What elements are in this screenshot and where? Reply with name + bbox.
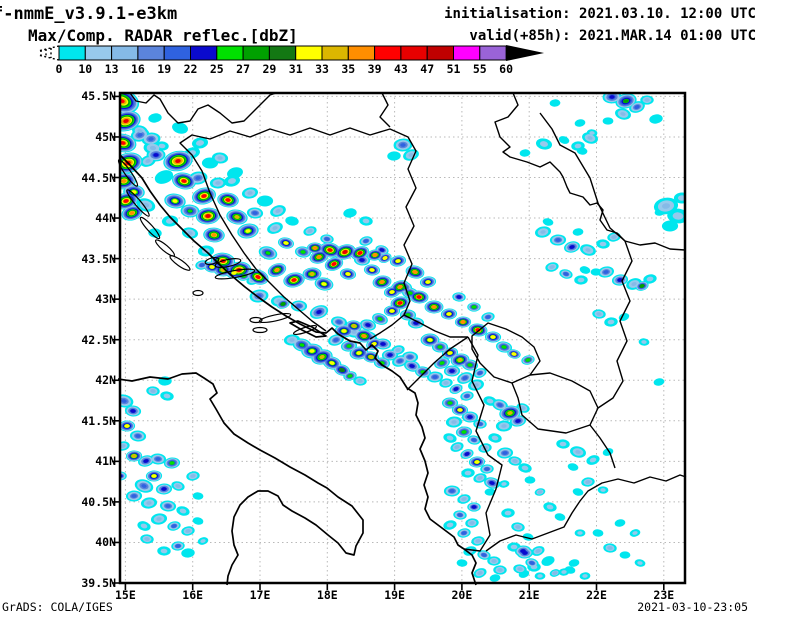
colorbar-tick-label: 0 — [56, 62, 63, 76]
colorbar-below-min-arrow — [37, 45, 60, 61]
map-plot — [112, 91, 687, 590]
island-outline — [169, 255, 191, 271]
grads-credit: GrADS: COLA/IGES — [2, 600, 113, 614]
country-border-path — [406, 336, 469, 391]
colorbar-tick-label: 35 — [341, 62, 355, 76]
island-outline — [139, 216, 161, 240]
lon-axis-label: 17E — [249, 588, 271, 602]
country-border-path — [471, 322, 541, 384]
colorbar-tick-label: 16 — [131, 62, 145, 76]
coastline-path — [117, 372, 364, 586]
axis-ticks — [112, 95, 665, 590]
colorbar-tick-labels: 0 10 13 16 19 22 25 27 29 31 33 35 39 43 47 51 55 60 — [56, 62, 514, 76]
island-outline — [214, 258, 242, 268]
lon-axis-label: 19E — [384, 588, 405, 602]
colorbar-segments — [58, 45, 507, 61]
island-outline — [155, 239, 175, 257]
lon-axis-label: 22E — [586, 588, 607, 602]
lat-axis-label: 43N — [95, 292, 116, 307]
lat-axis-label: 43.5N — [81, 251, 116, 266]
lat-axis-label: 42N — [95, 373, 116, 388]
country-border-path — [129, 92, 277, 124]
lat-axis-label: 41N — [95, 454, 116, 469]
colorbar-tick-label: 33 — [315, 62, 329, 76]
colorbar-tick-label: 19 — [157, 62, 171, 76]
colorbar-tick-label: 39 — [368, 62, 382, 76]
lat-axis-label: 45.5N — [81, 89, 116, 104]
colorbar-tick-label: 43 — [394, 62, 408, 76]
colorbar-tick-label: 51 — [447, 62, 461, 76]
country-border-path — [589, 424, 616, 469]
island-outline — [252, 326, 268, 334]
country-border-path — [511, 372, 599, 434]
colorbar-tick-label: 25 — [210, 62, 224, 76]
country-border-path — [485, 474, 687, 552]
colorbar-tick-label: 13 — [105, 62, 119, 76]
colorbar-tick-label: 22 — [184, 62, 198, 76]
country-border-path — [369, 314, 405, 340]
island-outline — [258, 312, 292, 324]
lat-axis-label: 44.5N — [81, 170, 116, 185]
lon-axis-label: 15E — [115, 588, 136, 602]
island-outline — [192, 289, 204, 297]
country-border-path — [539, 112, 626, 242]
geography-layer — [117, 92, 687, 586]
colorbar-tick-label: 29 — [262, 62, 276, 76]
map-frame — [118, 91, 687, 585]
island-outline — [214, 268, 256, 280]
coastline-path — [119, 154, 477, 586]
product-title: Max/Comp. RADAR reflec.[dbZ] — [28, 26, 298, 45]
country-border-path — [597, 240, 633, 409]
model-title: f-nmmE_v3.9.1-e3km — [0, 4, 178, 24]
lon-axis-label: 16E — [182, 588, 204, 602]
radar-cells-layer — [120, 93, 685, 582]
lat-axis-label: 42.5N — [81, 332, 116, 347]
island-outline — [249, 316, 263, 324]
lon-axis-label: 20E — [451, 588, 473, 602]
colorbar-tick-label: 55 — [473, 62, 487, 76]
creation-timestamp: 2021-03-10-23:05 — [637, 600, 748, 614]
colorbar-tick-label: 27 — [236, 62, 250, 76]
init-time-label: initialisation: 2021.03.10. 12:00 UTC — [444, 6, 756, 22]
country-border-path — [179, 127, 417, 332]
lon-axis-label: 18E — [316, 588, 338, 602]
lon-axis-label: 21E — [518, 588, 540, 602]
lat-axis-label: 44N — [95, 211, 116, 226]
colorbar-above-max-arrow — [506, 45, 545, 61]
country-border-path — [403, 314, 468, 338]
island-outline — [204, 256, 220, 266]
coastline-path — [289, 320, 327, 338]
colorbar: 0 10 13 16 19 22 25 27 29 31 33 35 39 43 47 51 55 60 — [37, 45, 545, 76]
colorbar-tick-label: 47 — [420, 62, 434, 76]
lat-axis-label: 40.5N — [81, 494, 116, 509]
colorbar-tick-label: 10 — [78, 62, 92, 76]
country-border-path — [463, 336, 503, 552]
lat-axis-label: 41.5N — [81, 413, 116, 428]
lat-axis-label: 45N — [95, 129, 116, 144]
valid-time-label: valid(+85h): 2021.MAR.14 01:00 UTC — [469, 28, 756, 44]
colorbar-tick-label: 60 — [499, 62, 513, 76]
lat-axis-label: 39.5N — [81, 576, 116, 590]
colorbar-tick-label: 31 — [289, 62, 303, 76]
country-border-path — [379, 92, 391, 128]
lon-axis-label: 23E — [653, 588, 675, 602]
island-outline — [126, 189, 150, 217]
lat-axis-label: 40N — [95, 535, 116, 550]
